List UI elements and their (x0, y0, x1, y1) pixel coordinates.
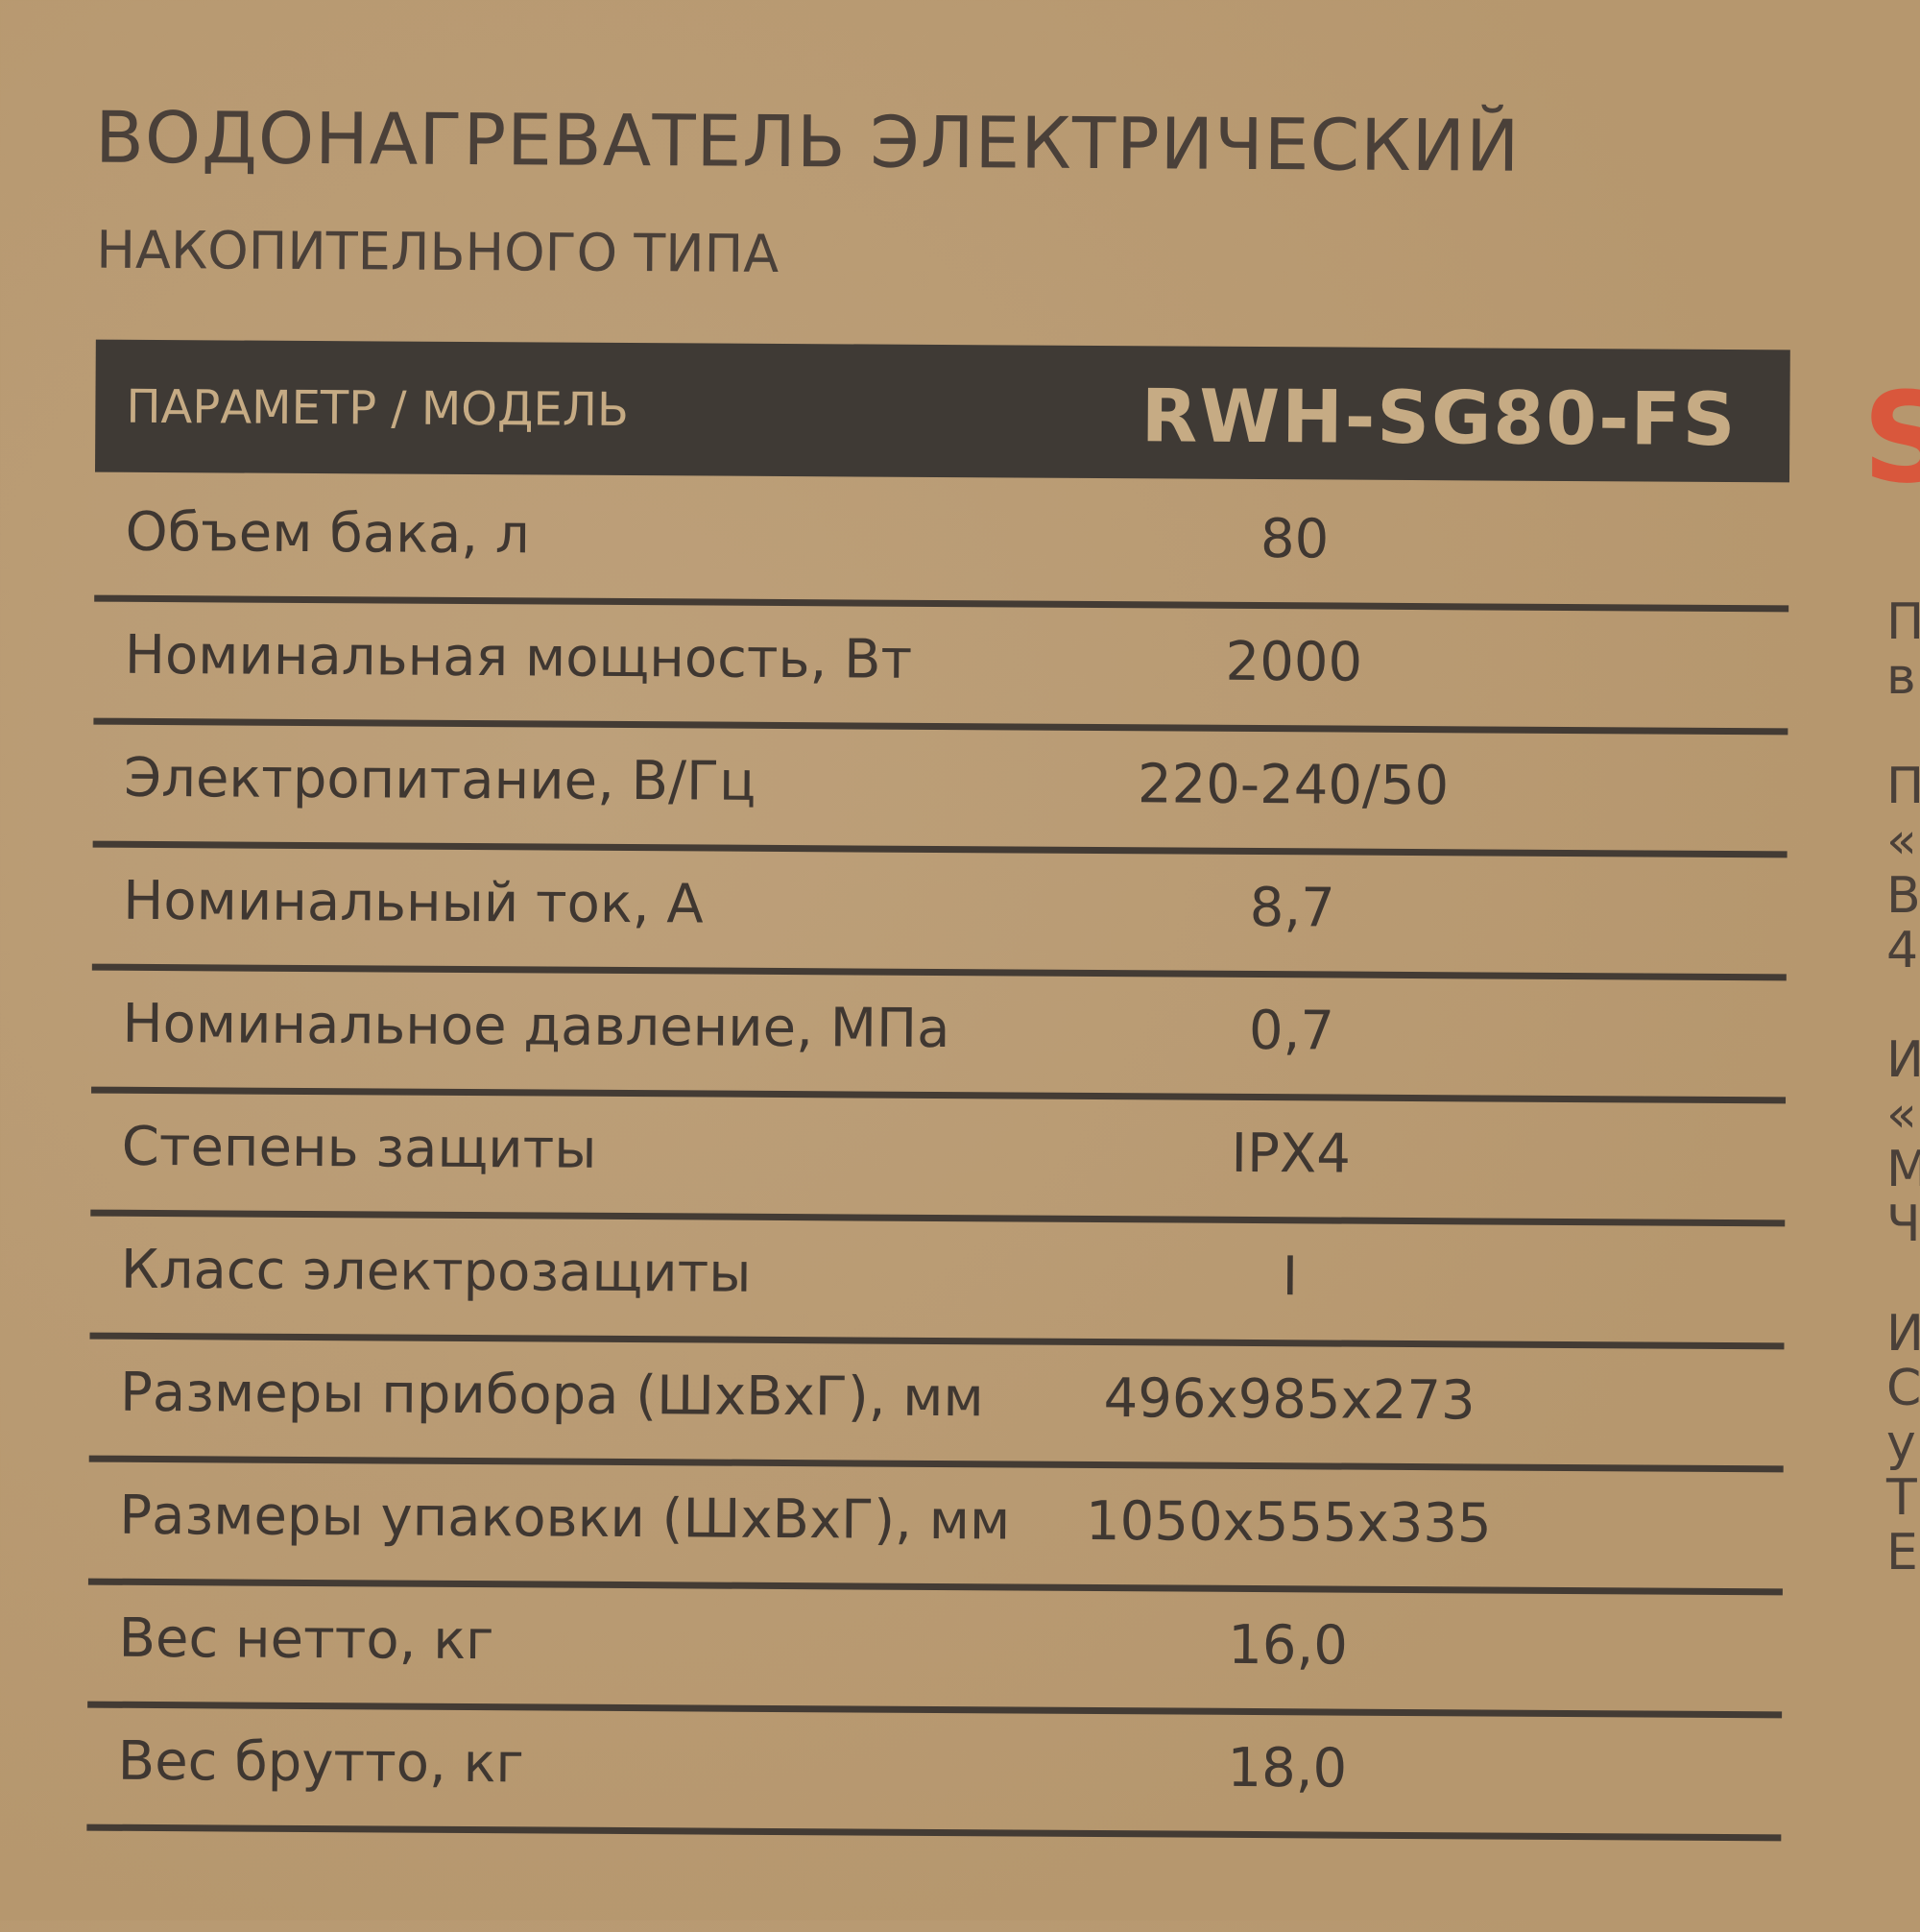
table-row: Номинальное давление, МПа 0,7 (91, 963, 1787, 1104)
row-label: Степень защиты (121, 1115, 597, 1181)
row-label: Номинальное давление, МПа (122, 992, 950, 1061)
row-value: IPX4 (1231, 1122, 1352, 1186)
row-label: Вес брутто, кг (117, 1729, 525, 1796)
row-value: 1050х555х335 (1085, 1489, 1492, 1556)
table-header: ПАРАМЕТР / МОДЕЛЬ RWH-SG80-FS (94, 339, 1790, 483)
row-label: Объем бака, л (125, 500, 530, 567)
table-row: Размеры упаковки (ШхВхГ), мм 1050х555х335 (87, 1455, 1784, 1596)
table-row: Электропитание, В/Гц 220-240/50 (92, 717, 1788, 858)
table-row: Класс электрозащиты I (89, 1209, 1786, 1350)
table-row: Номинальный ток, А 8,7 (91, 840, 1788, 981)
table-row: Вес брутто, кг 18,0 (86, 1701, 1783, 1842)
row-label: Вес нетто, кг (118, 1606, 494, 1673)
row-label: Размеры упаковки (ШхВхГ), мм (119, 1484, 1011, 1553)
row-value: 16,0 (1228, 1613, 1349, 1678)
product-title: ВОДОНАГРЕВАТЕЛЬ ЭЛЕКТРИЧЕСКИЙ (94, 96, 1521, 188)
side-text-fragment: П в П « В 4 И « М Ч И С у Т Е (1886, 593, 1920, 1582)
row-label: Номинальная мощность, Вт (124, 623, 913, 691)
parameter-header: ПАРАМЕТР / МОДЕЛЬ (126, 379, 630, 438)
model-header: RWH-SG80-FS (1140, 373, 1738, 463)
row-label: Электропитание, В/Гц (123, 746, 756, 813)
row-label: Размеры прибора (ШхВхГ), мм (119, 1361, 984, 1430)
row-value: 8,7 (1249, 876, 1335, 940)
product-subtitle: НАКОПИТЕЛЬНОГО ТИПА (96, 219, 780, 284)
table-row: Объем бака, л 80 (94, 471, 1789, 613)
row-value: 496х985х273 (1103, 1367, 1476, 1433)
row-label: Номинальный ток, А (123, 869, 704, 936)
table-row: Номинальная мощность, Вт 2000 (93, 594, 1789, 736)
table-row: Степень защиты IPX4 (90, 1086, 1787, 1227)
row-value: 2000 (1225, 630, 1363, 694)
table-row: Вес нетто, кг 16,0 (87, 1578, 1783, 1719)
table-row: Размеры прибора (ШхВхГ), мм 496х985х273 (88, 1332, 1785, 1473)
row-value: 18,0 (1227, 1736, 1348, 1800)
row-value: 220-240/50 (1137, 753, 1450, 818)
spec-table: Объем бака, л 80 Номинальная мощность, Вт 2… (0, 0, 1920, 1842)
row-label: Класс электрозащиты (120, 1238, 752, 1305)
row-value: I (1282, 1245, 1299, 1309)
row-value: 0,7 (1248, 999, 1335, 1063)
row-value: 80 (1260, 508, 1330, 571)
brand-logo-fragment: S (1862, 365, 1920, 511)
